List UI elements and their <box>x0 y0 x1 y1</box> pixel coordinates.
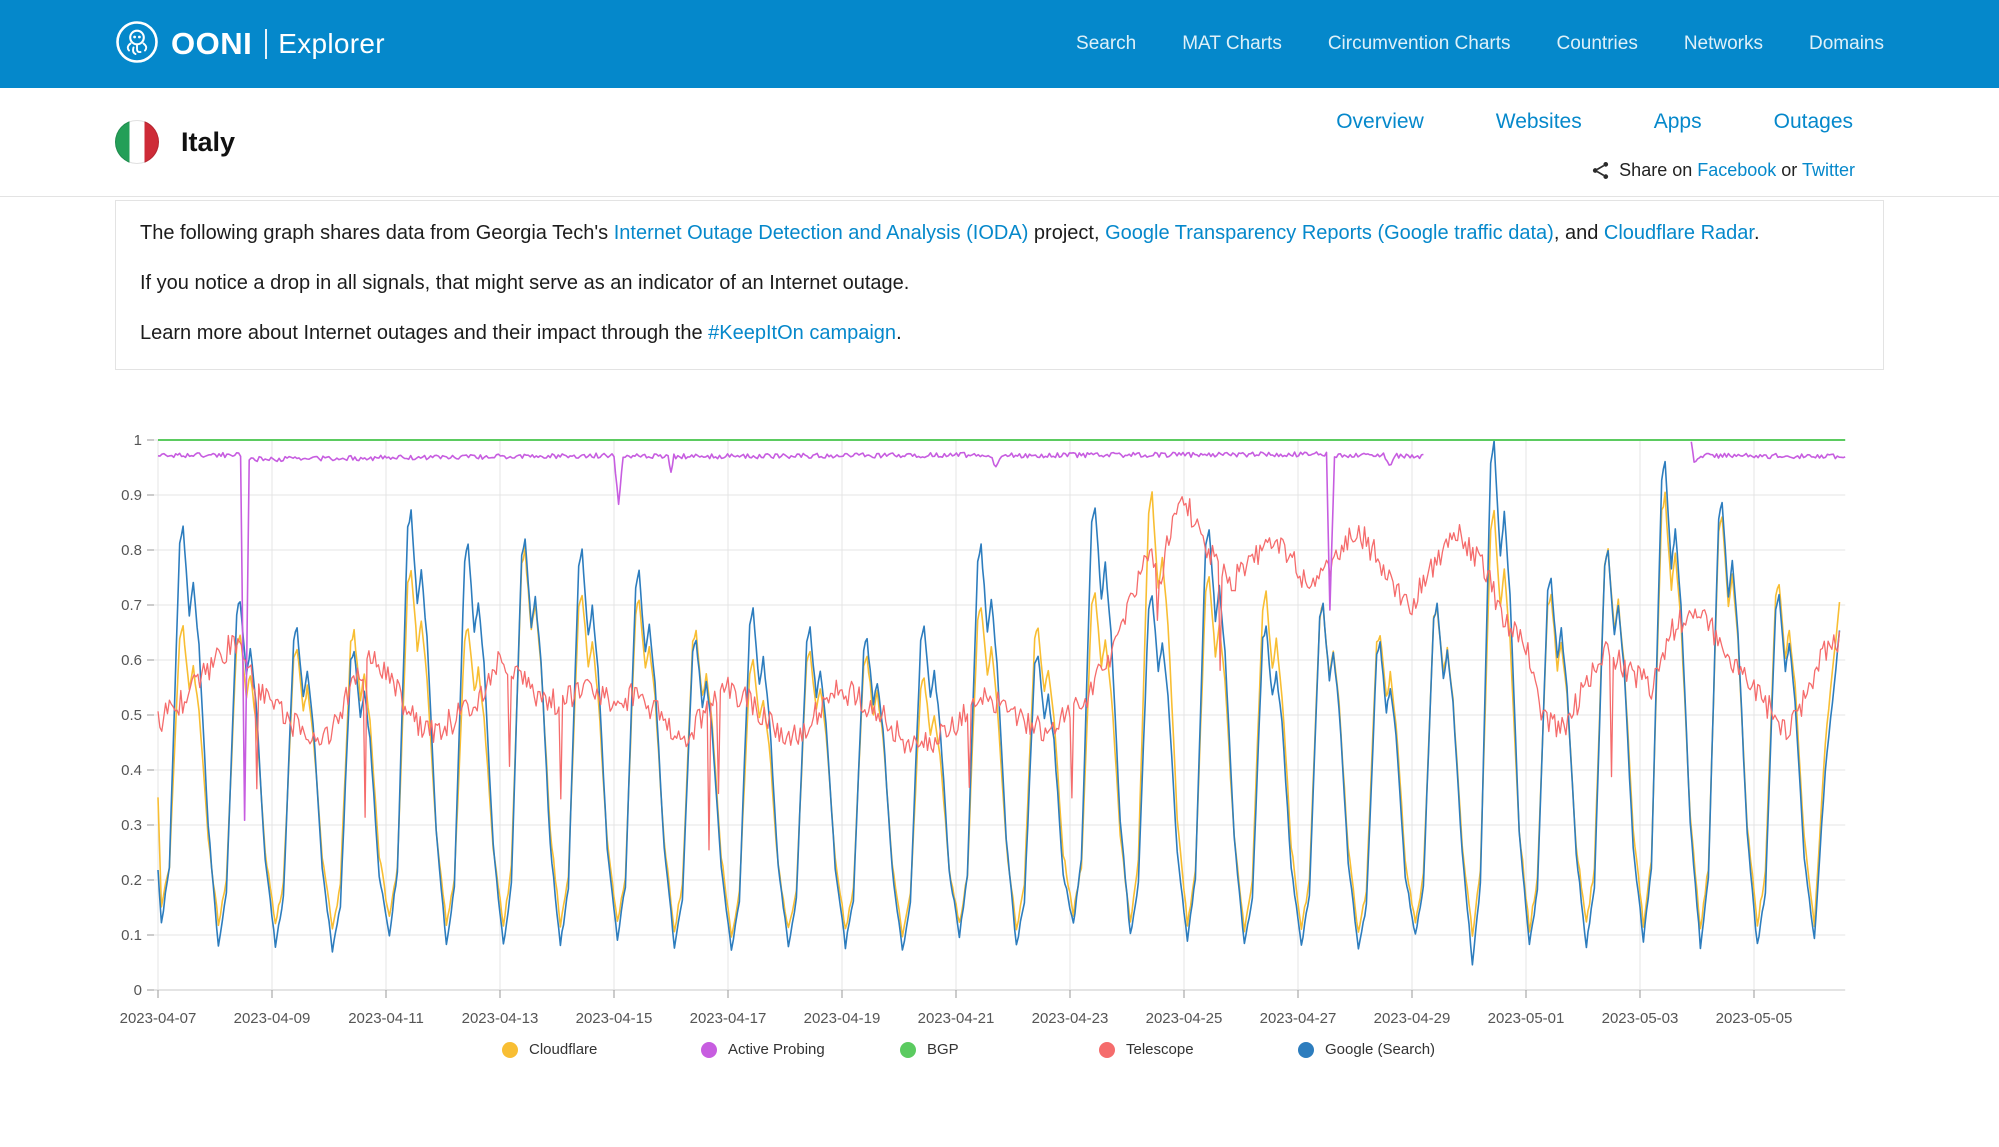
svg-text:2023-05-03: 2023-05-03 <box>1602 1010 1679 1027</box>
brand-name: OONI <box>171 26 253 61</box>
svg-text:0.8: 0.8 <box>121 542 142 559</box>
svg-text:2023-04-09: 2023-04-09 <box>234 1010 311 1027</box>
svg-text:2023-05-01: 2023-05-01 <box>1488 1010 1565 1027</box>
svg-text:2023-04-21: 2023-04-21 <box>918 1010 995 1027</box>
ioda-link[interactable]: Internet Outage Detection and Analysis (… <box>613 222 1029 244</box>
tab-outages[interactable]: Outages <box>1773 110 1853 133</box>
share-icon <box>1590 160 1611 181</box>
svg-text:0.1: 0.1 <box>121 927 142 944</box>
italy-flag-icon <box>115 120 159 164</box>
legend-dot-telescope <box>1099 1041 1115 1058</box>
share-text: Share on Facebook or Twitter <box>1619 160 1855 180</box>
facebook-link[interactable]: Facebook <box>1697 160 1777 180</box>
cloudflare-radar-link[interactable]: Cloudflare Radar <box>1603 222 1754 244</box>
outage-info-card: The following graph shares data from Geo… <box>115 200 1884 370</box>
svg-text:2023-04-27: 2023-04-27 <box>1260 1010 1337 1027</box>
info-paragraph-3: Learn more about Internet outages and th… <box>140 322 902 344</box>
page-title: Italy <box>181 126 236 157</box>
twitter-link[interactable]: Twitter <box>1801 160 1855 180</box>
nav-item-search[interactable]: Search <box>1076 33 1137 54</box>
svg-text:0.9: 0.9 <box>121 487 142 504</box>
legend-item-active-probing[interactable]: Active Probing <box>701 1041 900 1058</box>
svg-text:0.2: 0.2 <box>121 872 142 889</box>
legend-item-bgp[interactable]: BGP <box>900 1041 1099 1058</box>
top-header-bar: OONI Explorer Search MAT Charts Circumve… <box>0 0 1999 88</box>
brand-divider <box>265 29 268 59</box>
info-paragraph-2: If you notice a drop in all signals, tha… <box>140 272 910 294</box>
legend-item-telescope[interactable]: Telescope <box>1099 1041 1298 1058</box>
svg-text:2023-04-07: 2023-04-07 <box>120 1010 197 1027</box>
nav-item-circumvention-charts[interactable]: Circumvention Charts <box>1327 33 1511 54</box>
octopus-logo-icon <box>115 20 159 69</box>
nav-item-countries[interactable]: Countries <box>1556 33 1638 54</box>
legend-dot-google-search <box>1298 1041 1314 1058</box>
svg-text:2023-04-29: 2023-04-29 <box>1374 1010 1451 1027</box>
brand-subtitle: Explorer <box>278 28 385 59</box>
svg-text:2023-04-23: 2023-04-23 <box>1032 1010 1109 1027</box>
tab-websites[interactable]: Websites <box>1495 110 1582 133</box>
svg-text:2023-04-11: 2023-04-11 <box>348 1010 424 1027</box>
legend-dot-bgp <box>900 1041 916 1058</box>
legend-label: Google (Search) <box>1325 1041 1436 1058</box>
google-transparency-link[interactable]: Google Transparency Reports (Google traf… <box>1105 222 1554 244</box>
svg-text:2023-04-17: 2023-04-17 <box>690 1010 767 1027</box>
svg-text:0: 0 <box>134 982 142 999</box>
country-tabs: Overview Websites Apps Outages <box>1336 110 1853 134</box>
nav-item-mat-charts[interactable]: MAT Charts <box>1182 33 1282 54</box>
legend-item-google-search[interactable]: Google (Search) <box>1298 1041 1497 1058</box>
svg-text:0.7: 0.7 <box>121 597 142 614</box>
legend-dot-cloudflare <box>502 1041 518 1058</box>
share-row: Share on Facebook or Twitter <box>1590 160 1855 181</box>
info-paragraph-1: The following graph shares data from Geo… <box>140 222 1760 244</box>
svg-text:2023-05-05: 2023-05-05 <box>1716 1010 1793 1027</box>
legend-label: Active Probing <box>728 1041 825 1058</box>
tab-overview[interactable]: Overview <box>1336 110 1424 133</box>
legend-dot-active-probing <box>701 1041 717 1058</box>
svg-text:2023-04-15: 2023-04-15 <box>576 1010 653 1027</box>
keepiton-link[interactable]: #KeepItOn campaign <box>708 322 897 344</box>
svg-text:2023-04-13: 2023-04-13 <box>462 1010 539 1027</box>
outages-signal-chart: 0 0.1 0.2 0.3 0.4 0.5 0.6 0.7 0.8 0.9 1 2023-04-07 2… <box>120 432 1846 1027</box>
legend-item-cloudflare[interactable]: Cloudflare <box>502 1041 701 1058</box>
nav-item-domains[interactable]: Domains <box>1809 33 1884 54</box>
svg-text:0.6: 0.6 <box>121 652 142 669</box>
chart-legend: Cloudflare Active Probing BGP Telescope … <box>0 1041 1999 1058</box>
outages-chart-section: 0 0.1 0.2 0.3 0.4 0.5 0.6 0.7 0.8 0.9 1 2023-04-07 2… <box>0 407 1999 1058</box>
legend-label: Cloudflare <box>529 1041 598 1058</box>
country-subheader: Italy Overview Websites Apps Outages Sha… <box>0 88 1999 197</box>
legend-label: BGP <box>927 1041 959 1058</box>
svg-text:1: 1 <box>134 432 142 449</box>
svg-text:0.3: 0.3 <box>121 817 142 834</box>
ooni-logo[interactable]: OONI Explorer <box>115 20 385 69</box>
svg-text:0.5: 0.5 <box>121 707 142 724</box>
svg-text:0.4: 0.4 <box>121 762 142 779</box>
top-navigation: Search MAT Charts Circumvention Charts C… <box>1076 33 1884 55</box>
tab-apps[interactable]: Apps <box>1653 110 1702 133</box>
svg-text:2023-04-25: 2023-04-25 <box>1146 1010 1223 1027</box>
nav-item-networks[interactable]: Networks <box>1683 33 1764 54</box>
svg-text:2023-04-19: 2023-04-19 <box>804 1010 881 1027</box>
legend-label: Telescope <box>1126 1041 1194 1058</box>
